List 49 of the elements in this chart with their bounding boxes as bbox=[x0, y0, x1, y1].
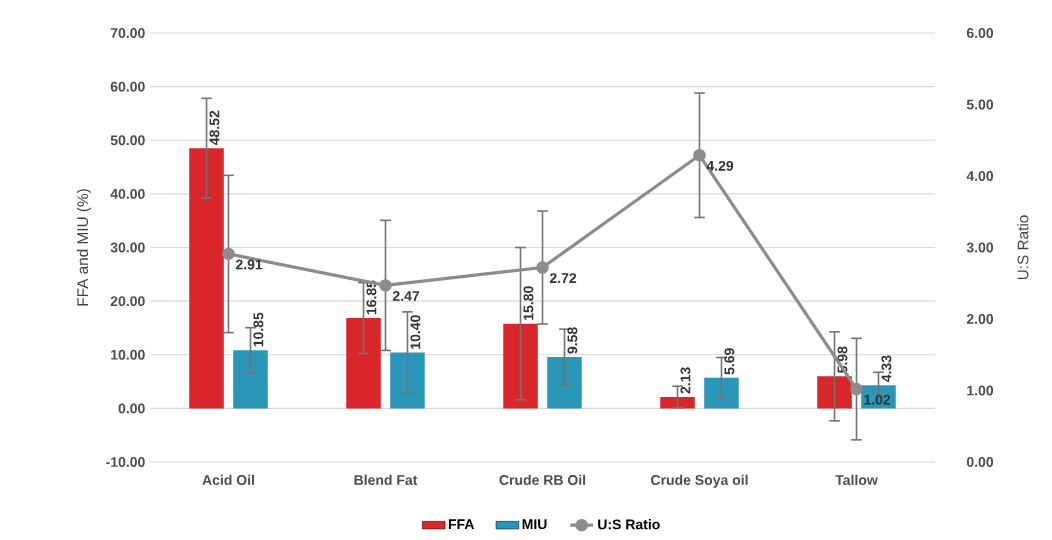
bar bbox=[189, 148, 224, 409]
legend-label: U:S Ratio bbox=[598, 519, 660, 530]
y2-tick-label: 1.00 bbox=[967, 385, 994, 396]
point bbox=[536, 261, 549, 274]
data-label: 5.69 bbox=[724, 348, 735, 375]
x-tick-label: Acid Oil bbox=[202, 474, 254, 485]
y-tick-label: 40.00 bbox=[110, 188, 145, 199]
point bbox=[379, 279, 392, 292]
y-tick-label: 20.00 bbox=[110, 296, 145, 307]
data-label: 9.58 bbox=[567, 327, 578, 354]
data-label: 10.85 bbox=[253, 312, 264, 347]
point bbox=[850, 382, 863, 396]
x-tick-label: Blend Fat bbox=[354, 474, 418, 485]
y2-axis-title: U:S Ratio bbox=[1017, 215, 1029, 280]
y-tick-label: 10.00 bbox=[111, 349, 145, 360]
data-label: 48.52 bbox=[209, 110, 220, 146]
data-label: 2.91 bbox=[235, 259, 263, 270]
y-tick-label: 60.00 bbox=[110, 81, 145, 92]
legend-label: FFA bbox=[448, 519, 475, 529]
data-label: 1.02 bbox=[864, 394, 891, 405]
x-tick-label: Crude Soya oil bbox=[651, 474, 748, 488]
x-tick-label: Tallow bbox=[835, 474, 878, 485]
point bbox=[222, 247, 235, 261]
y-tick-label: 0.00 bbox=[118, 403, 145, 414]
y-tick-label: -10.00 bbox=[106, 457, 145, 467]
y2-tick-label: 5.00 bbox=[966, 99, 994, 110]
data-label: 2.47 bbox=[392, 291, 420, 301]
bar bbox=[817, 376, 852, 409]
data-label: 4.33 bbox=[881, 355, 892, 383]
bar bbox=[660, 396, 695, 409]
bar bbox=[346, 318, 381, 409]
data-label: 2.72 bbox=[549, 273, 577, 283]
data-label: 2.13 bbox=[680, 367, 691, 394]
data-label: 10.40 bbox=[410, 315, 421, 349]
y2-tick-label: 2.00 bbox=[966, 314, 994, 324]
y2-tick-label: 6.00 bbox=[966, 28, 994, 38]
x-tick-label: Crude RB Oil bbox=[499, 474, 586, 485]
y-tick-label: 50.00 bbox=[110, 135, 145, 146]
y-tick-label: 70.00 bbox=[110, 28, 145, 38]
data-label: 4.29 bbox=[706, 160, 734, 171]
y-tick-label: 30.00 bbox=[110, 242, 145, 253]
point bbox=[693, 149, 706, 162]
y2-tick-label: 3.00 bbox=[966, 242, 994, 253]
data-label: 15.80 bbox=[523, 286, 534, 320]
legend-label: MIU bbox=[522, 519, 547, 530]
y2-tick-label: 4.00 bbox=[966, 171, 994, 181]
bar bbox=[233, 350, 268, 409]
y-axis-title: FFA and MIU (%) bbox=[76, 189, 92, 306]
y2-tick-label: 0.00 bbox=[966, 457, 994, 467]
